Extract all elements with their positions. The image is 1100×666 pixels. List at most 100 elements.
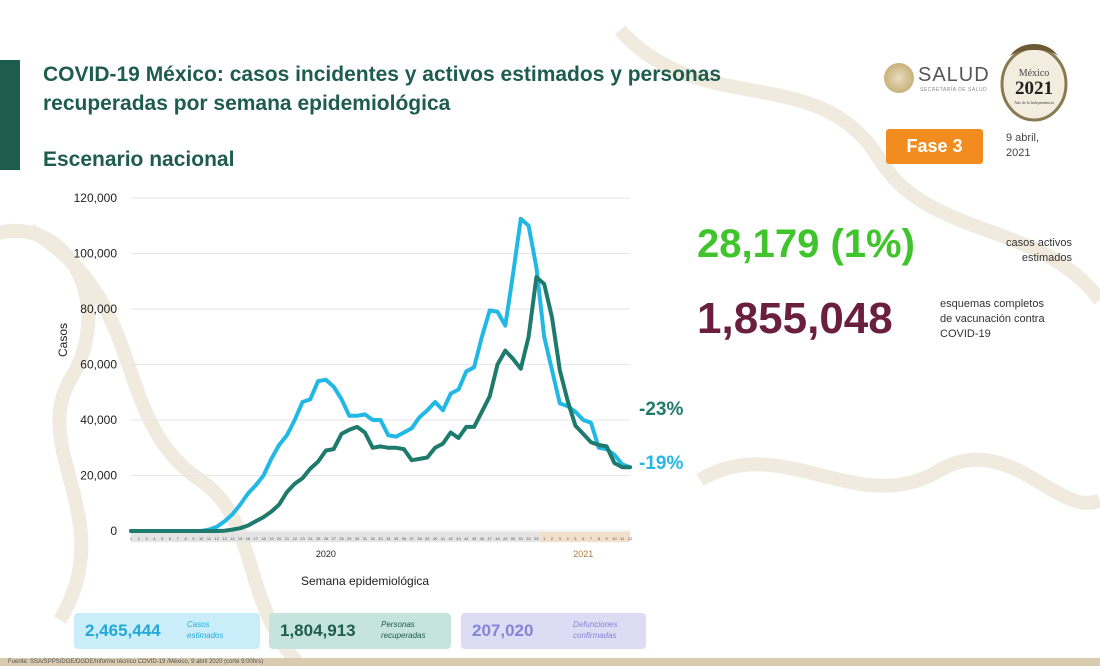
x-tick-label: 40 [433, 536, 438, 541]
x-tick-label: 19 [269, 536, 274, 541]
x-tick-label: 32 [370, 536, 375, 541]
x-tick-label: 43 [456, 536, 461, 541]
x-tick-label: 7 [177, 536, 180, 541]
x-tick-label: 26 [324, 536, 329, 541]
x-tick-label: 12 [215, 536, 220, 541]
x-tick-label: 9 [605, 536, 608, 541]
x-tick-label: 31 [363, 536, 368, 541]
y-tick-label: 20,000 [80, 469, 117, 483]
x-tick-label: 15 [238, 536, 243, 541]
vaccination-value: 1,855,048 [697, 294, 893, 343]
recovered-label: Personas recuperadas [381, 620, 426, 640]
active-cases-label: casos activos estimados [1005, 237, 1072, 264]
x-tick-label: 34 [386, 536, 391, 541]
x-tick-label: 4 [153, 536, 156, 541]
x-tick-label: 22 [293, 536, 298, 541]
salud-logo-subtext: SECRETARÍA DE SALUD [920, 87, 988, 93]
x-tick-label: 1 [543, 536, 546, 541]
x-axis-band-2020 [131, 532, 541, 542]
x-tick-label: 13 [222, 536, 227, 541]
x-tick-label: 29 [347, 536, 352, 541]
active-change-label: -23% [639, 399, 684, 420]
x-tick-label: 4 [567, 536, 570, 541]
x-tick-label: 53 [534, 536, 539, 541]
x-tick-label: 36 [402, 536, 407, 541]
y-tick-label: 120,000 [74, 191, 118, 205]
x-tick-label: 21 [285, 536, 290, 541]
x-tick-label: 11 [207, 536, 212, 541]
x-tick-label: 1 [130, 536, 133, 541]
x-tick-label: 52 [526, 536, 531, 541]
x-tick-label: 27 [331, 536, 336, 541]
x-tick-label: 44 [464, 536, 469, 541]
x-tick-label: 42 [448, 536, 453, 541]
logo-2021-top: México [1019, 68, 1050, 79]
x-tick-label: 10 [612, 536, 617, 541]
x-axis-band-2021 [540, 532, 630, 542]
x-tick-label: 20 [277, 536, 282, 541]
x-tick-label: 18 [261, 536, 266, 541]
logo-2021-year: 2021 [1015, 78, 1053, 99]
x-tick-label: 48 [495, 536, 500, 541]
x-tick-label: 17 [254, 536, 259, 541]
salud-logo-text: SALUD [918, 64, 990, 86]
x-tick-label: 7 [590, 536, 593, 541]
phase-badge: Fase 3 [886, 129, 983, 164]
x-tick-label: 9 [192, 536, 195, 541]
x-tick-label: 46 [480, 536, 485, 541]
x-tick-label: 5 [574, 536, 577, 541]
estimated-cases-label: Casos estimados [187, 620, 224, 640]
estimated-cases-card: 2,465,444 Casos estimados [74, 613, 260, 649]
x-tick-label: 3 [145, 536, 148, 541]
footer-bar: Fuente: SSA/SPPS/DGE/DGDE/Informe técnic… [0, 658, 1100, 666]
vaccination-label: esquemas completos de vacunación contra … [940, 298, 1045, 340]
x-tick-label: 6 [169, 536, 172, 541]
x-tick-label: 25 [316, 536, 321, 541]
recovered-value: 1,804,913 [280, 621, 356, 640]
y-tick-label: 80,000 [80, 302, 117, 316]
x-tick-label: 45 [472, 536, 477, 541]
x-tick-label: 5 [161, 536, 164, 541]
y-tick-label: 60,000 [80, 358, 117, 372]
y-tick-label: 100,000 [74, 247, 118, 261]
series-line-active [129, 275, 632, 533]
x-tick-label: 30 [355, 536, 360, 541]
x-tick-label: 50 [511, 536, 516, 541]
title-accent-bar [0, 60, 20, 170]
x-tick-label: 23 [300, 536, 305, 541]
x-tick-label: 11 [620, 536, 625, 541]
recovered-card: 1,804,913 Personas recuperadas [269, 613, 451, 649]
logo-2021-sub: Año de la Independencia [1014, 100, 1054, 105]
x-tick-label: 2 [551, 536, 554, 541]
x-year-label: 2021 [573, 549, 593, 559]
y-tick-label: 0 [110, 524, 117, 538]
deaths-card: 207,020 Defunciones confirmadas [461, 613, 646, 649]
x-tick-label: 47 [487, 536, 492, 541]
x-tick-label: 3 [559, 536, 562, 541]
x-tick-label: 33 [378, 536, 383, 541]
x-tick-label: 51 [519, 536, 524, 541]
x-tick-label: 16 [246, 536, 251, 541]
deaths-label: Defunciones confirmadas [573, 620, 618, 640]
x-tick-label: 49 [503, 536, 508, 541]
x-tick-label: 41 [441, 536, 446, 541]
x-tick-label: 10 [199, 536, 204, 541]
x-tick-label: 35 [394, 536, 399, 541]
x-tick-label: 38 [417, 536, 422, 541]
mexico-2021-logo: México 2021 Año de la Independencia [1000, 44, 1068, 122]
x-tick-label: 14 [230, 536, 235, 541]
page-subtitle: Escenario nacional [43, 148, 235, 171]
x-tick-label: 37 [409, 536, 414, 541]
x-year-label: 2020 [316, 549, 336, 559]
y-tick-label: 40,000 [80, 413, 117, 427]
page-title: COVID-19 México: casos incidentes y acti… [43, 63, 722, 115]
x-tick-label: 28 [339, 536, 344, 541]
y-axis-label: Casos [56, 323, 70, 358]
salud-logo: SALUD SECRETARÍA DE SALUD [884, 60, 994, 98]
source-note: Fuente: SSA/SPPS/DGE/DGDE/Informe técnic… [8, 659, 264, 665]
active-cases-value: 28,179 (1%) [697, 222, 915, 266]
x-tick-label: 8 [598, 536, 601, 541]
x-tick-label: 8 [184, 536, 187, 541]
